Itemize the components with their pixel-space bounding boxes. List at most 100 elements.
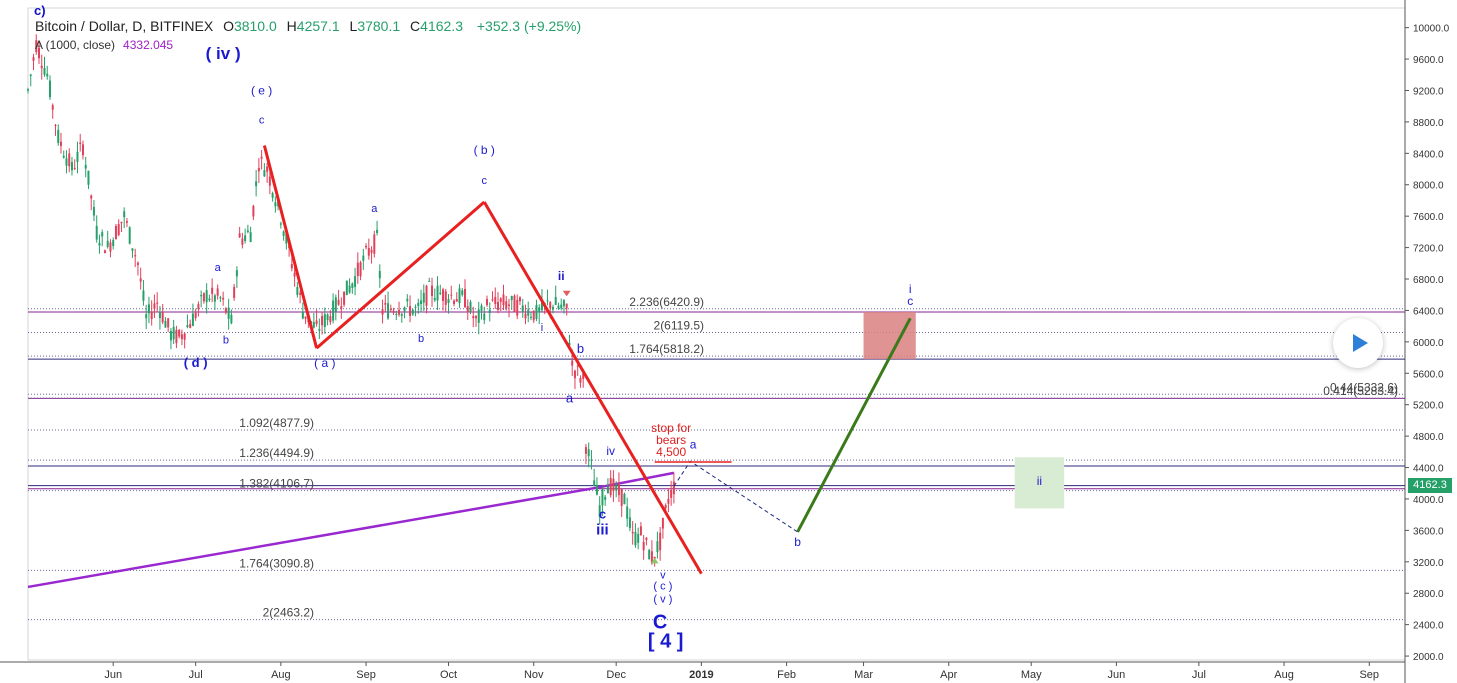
wave-label: c [482, 175, 488, 187]
candle-body [461, 290, 464, 295]
candle-body [562, 300, 565, 307]
fib-level-label: 2(2463.2) [263, 606, 314, 620]
candle-body [299, 292, 302, 295]
candle-body [290, 264, 293, 269]
wave-corner-label: c) [34, 3, 46, 18]
wave-label: ( v ) [653, 594, 672, 606]
candle-body [35, 40, 38, 52]
candle-body [158, 311, 161, 319]
x-tick-label: Aug [271, 669, 291, 681]
candle-body [417, 302, 420, 307]
wave-label: ii [1037, 474, 1042, 488]
candle-body [538, 307, 541, 313]
candle-body [238, 233, 241, 238]
indicator-value: 4332.045 [123, 38, 174, 52]
candle-body [79, 142, 82, 145]
open-value: 3810.0 [233, 18, 277, 34]
candle-body [590, 459, 593, 461]
candle-body [230, 314, 233, 324]
fib-level-label: 1.382(4106.7) [239, 477, 314, 491]
candle-body [139, 278, 142, 282]
candle-body [235, 270, 238, 277]
wave-label: a [215, 262, 222, 274]
candle-body [125, 221, 128, 223]
y-tick-label: 4800.0 [1413, 432, 1444, 443]
high-label: H [286, 18, 297, 34]
candle-body [332, 300, 335, 321]
wave-label: C [653, 612, 667, 634]
fib-level-label: 1.764(5818.2) [629, 342, 704, 356]
candle-body [554, 296, 557, 305]
candle-body [252, 205, 255, 217]
candle-body [266, 166, 269, 172]
candle-body [117, 224, 120, 236]
high-value: 4257.1 [296, 18, 340, 34]
candle-body [356, 262, 359, 276]
candle-body [573, 370, 576, 379]
candle-body [505, 301, 508, 309]
candle-body [241, 238, 244, 245]
candle-body [601, 489, 604, 506]
candle-body [409, 306, 412, 316]
stop-label: bears [656, 433, 686, 447]
candle-body [472, 316, 475, 319]
y-tick-label: 8800.0 [1413, 118, 1444, 129]
fib-level-label: 2(6119.5) [654, 318, 704, 332]
y-tick-label: 5200.0 [1413, 401, 1444, 412]
plot-frame [27, 7, 1406, 661]
candle-body [414, 306, 417, 308]
candle-body [387, 303, 390, 319]
candle-body [370, 249, 373, 253]
candle-body [466, 306, 469, 313]
sell-marker [562, 290, 571, 297]
y-tick-label: 4400.0 [1413, 464, 1444, 475]
candle-body [617, 483, 620, 496]
wave-label: c [907, 294, 913, 308]
candle-body [518, 297, 521, 302]
candle-body [27, 89, 29, 91]
candle-body [529, 316, 532, 318]
candle-body [365, 245, 368, 248]
candle-body [367, 247, 370, 256]
fib-level-label: 2.236(6420.9) [629, 295, 704, 309]
candle-body [189, 324, 192, 328]
candle-body [92, 206, 95, 216]
indicator-legend[interactable]: A (1000, close) 4332.045 [35, 38, 173, 52]
candle-body [101, 232, 104, 237]
candle-body [670, 489, 673, 498]
candle-body [626, 506, 629, 519]
candle-body [334, 297, 337, 312]
candle-body [73, 167, 76, 169]
candle-body [436, 285, 439, 301]
x-tick-label: Jul [189, 669, 203, 681]
wave-label: [ 4 ] [648, 630, 684, 652]
candle-body [615, 484, 618, 491]
candle-body [211, 287, 214, 294]
candle-body [103, 250, 106, 254]
close-value: 4162.3 [420, 18, 463, 34]
play-button[interactable] [1333, 318, 1383, 368]
wave-label: a [371, 203, 378, 215]
candle-body [98, 242, 101, 246]
candle-body [172, 326, 175, 340]
candle-body [164, 320, 167, 328]
symbol-title[interactable]: Bitcoin / Dollar, D, BITFINEX [35, 18, 214, 34]
candle-body [381, 309, 384, 315]
candle-body [604, 496, 607, 500]
candle-body [219, 297, 222, 299]
candle-body [411, 309, 414, 315]
x-tick-label: Sep [1359, 669, 1379, 681]
candle-body [384, 302, 387, 305]
candle-body [301, 311, 304, 319]
candle-body [609, 477, 612, 496]
candle-body [70, 162, 73, 171]
candle-body [131, 248, 134, 251]
candle-body [348, 285, 351, 293]
y-tick-label: 9200.0 [1413, 86, 1444, 97]
candle-body [428, 280, 431, 282]
wave-label: c [599, 507, 606, 522]
candle-body [502, 294, 505, 306]
wave-label: a [690, 438, 697, 452]
y-tick-label: 8000.0 [1413, 181, 1444, 192]
